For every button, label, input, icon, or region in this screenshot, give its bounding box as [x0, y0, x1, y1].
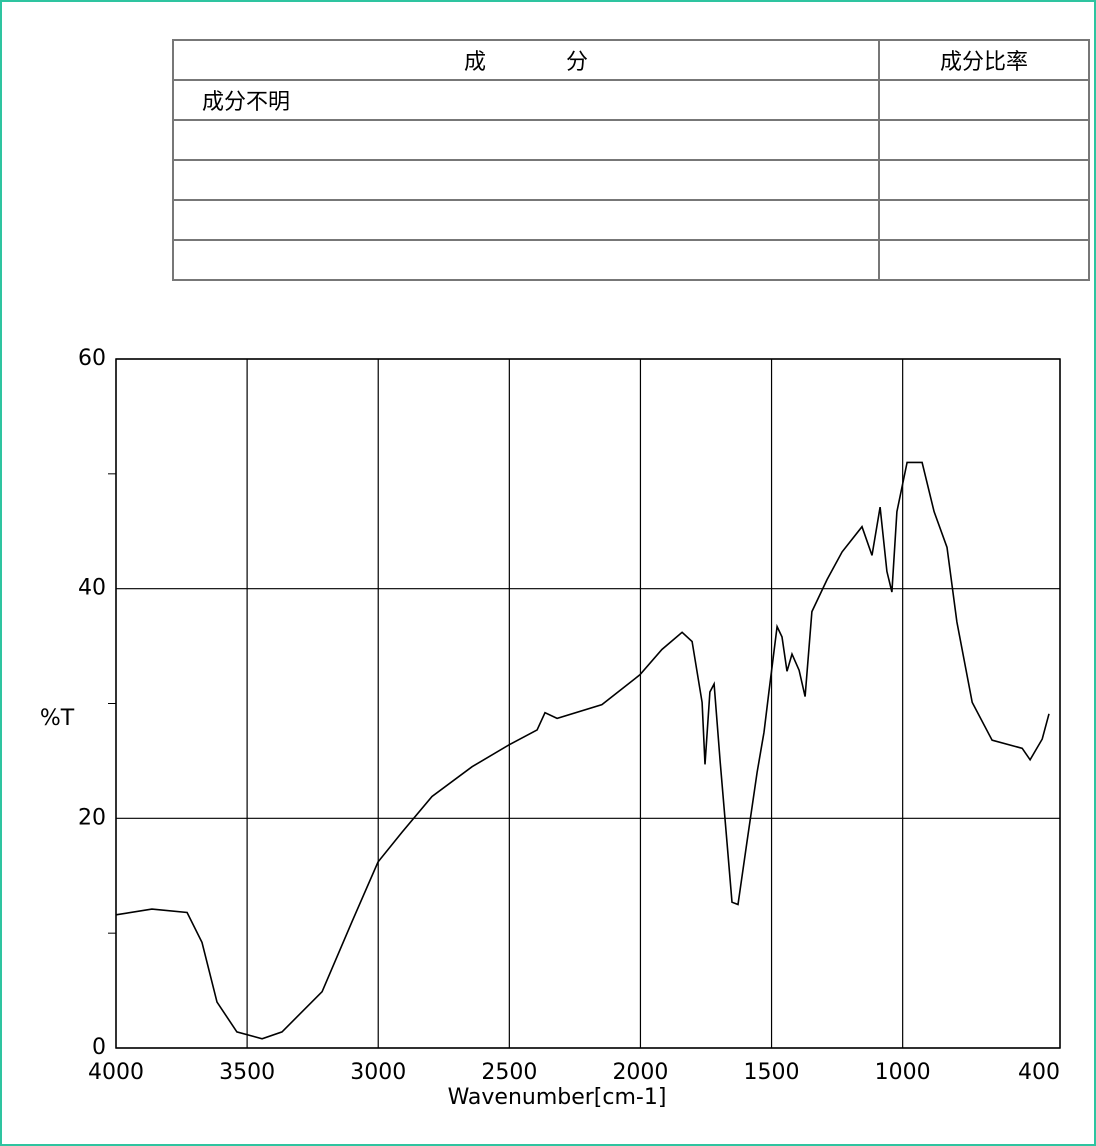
- cell: [878, 159, 1090, 201]
- header-cell: 成分比率: [878, 39, 1090, 81]
- cell: [172, 239, 880, 281]
- cell: 成分不明: [172, 79, 880, 121]
- x-tick-label: 400: [1018, 1060, 1060, 1085]
- y-tick-label: 60: [78, 346, 106, 371]
- header-cell: 成分: [172, 39, 880, 81]
- cell: [172, 199, 880, 241]
- cell: [878, 199, 1090, 241]
- x-tick-label: 1000: [875, 1060, 931, 1085]
- x-tick-label: 3000: [350, 1060, 406, 1085]
- cell: [878, 79, 1090, 121]
- y-tick-label: 40: [78, 576, 106, 601]
- cell: [878, 239, 1090, 281]
- x-tick-label: 2000: [612, 1060, 668, 1085]
- spectrum-line: [115, 461, 1050, 1040]
- y-tick-label: 0: [92, 1035, 106, 1060]
- composition-table: 成分 成分比率 成分不明: [172, 39, 1090, 281]
- x-axis-label: Wavenumber[cm-1]: [448, 1085, 667, 1110]
- y-axis-label: %T: [40, 706, 75, 731]
- cell: [878, 119, 1090, 161]
- cell: [172, 159, 880, 201]
- y-tick-label: 20: [78, 805, 106, 830]
- x-tick-label: 2500: [481, 1060, 537, 1085]
- x-tick-label: 1500: [744, 1060, 800, 1085]
- x-tick-label: 3500: [219, 1060, 275, 1085]
- x-tick-label: 4000: [88, 1060, 144, 1085]
- cell: [172, 119, 880, 161]
